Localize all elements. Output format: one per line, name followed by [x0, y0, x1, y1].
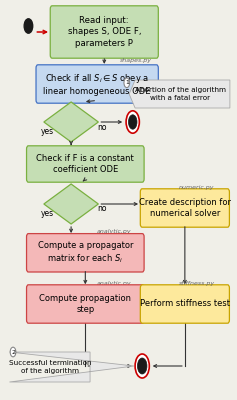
Text: Create description for
numerical solver: Create description for numerical solver [139, 198, 231, 218]
Text: Check if F is a constant
coefficient ODE: Check if F is a constant coefficient ODE [36, 154, 134, 174]
Circle shape [128, 115, 137, 129]
FancyBboxPatch shape [36, 65, 158, 103]
Text: stiffness.py: stiffness.py [179, 281, 215, 286]
FancyBboxPatch shape [27, 234, 144, 272]
Text: shapes.py: shapes.py [120, 58, 152, 63]
Circle shape [137, 358, 147, 374]
Circle shape [124, 78, 130, 88]
Circle shape [24, 19, 33, 33]
Circle shape [126, 111, 139, 133]
FancyBboxPatch shape [50, 6, 158, 58]
Polygon shape [44, 102, 98, 142]
FancyBboxPatch shape [140, 189, 229, 227]
Text: Read input:
shapes S, ODE F,
parameters P: Read input: shapes S, ODE F, parameters … [68, 16, 141, 48]
Text: Compute propagation
step: Compute propagation step [39, 294, 131, 314]
Text: no: no [97, 123, 107, 132]
Text: 2: 2 [11, 350, 15, 354]
Text: analytic.py: analytic.py [96, 230, 131, 234]
Text: Compute a propagator
matrix for each $S_i$: Compute a propagator matrix for each $S_… [38, 241, 133, 265]
FancyBboxPatch shape [27, 146, 144, 182]
Text: yes: yes [41, 127, 54, 136]
Text: analytic.py: analytic.py [96, 281, 131, 286]
Text: Check if all $S_i \in S$ obey a
linear homogeneous ODE: Check if all $S_i \in S$ obey a linear h… [43, 72, 151, 96]
Text: yes: yes [41, 209, 54, 218]
Text: Successful termination
of the algorithm: Successful termination of the algorithm [9, 360, 91, 374]
FancyBboxPatch shape [140, 285, 229, 323]
Text: 1: 1 [125, 80, 129, 85]
FancyBboxPatch shape [27, 285, 144, 323]
Polygon shape [9, 352, 134, 382]
Text: Abortion of the algorithm
with a fatal error: Abortion of the algorithm with a fatal e… [135, 87, 226, 101]
Circle shape [135, 354, 149, 378]
Text: Perform stiffness test: Perform stiffness test [140, 300, 230, 308]
Text: numeric.py: numeric.py [179, 185, 214, 190]
Polygon shape [129, 80, 230, 108]
Polygon shape [44, 184, 98, 224]
Circle shape [10, 347, 16, 357]
Text: no: no [97, 204, 107, 213]
